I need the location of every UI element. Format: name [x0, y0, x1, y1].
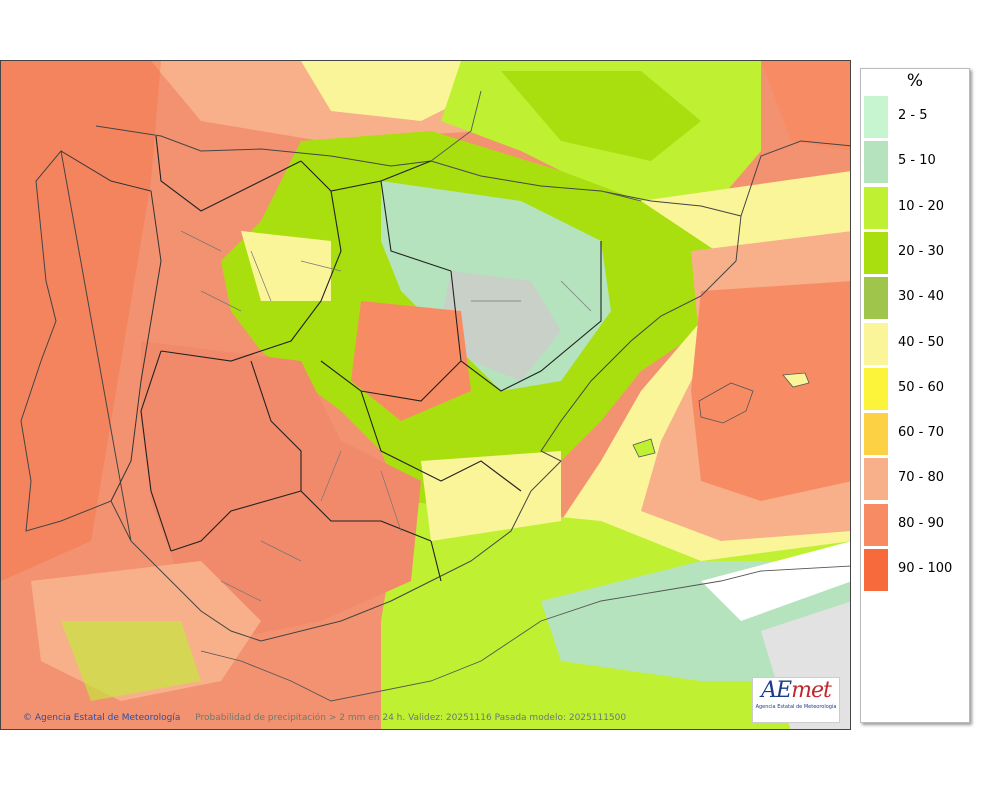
precipitation-probability-map[interactable]: © Agencia Estatal de Meteorología Probab…: [0, 60, 851, 730]
legend-item: 5 - 10: [864, 141, 964, 184]
legend-swatch: [864, 322, 888, 365]
legend-swatch: [864, 141, 888, 184]
map-canvas: [1, 61, 850, 729]
legend-item: 90 - 100: [864, 549, 964, 591]
legend-label: 50 - 60: [898, 379, 945, 395]
agency-credit: Agencia Estatal de Meteorología: [34, 713, 181, 723]
copyright-icon: ©: [23, 713, 32, 723]
legend-item: 40 - 50: [864, 322, 964, 365]
legend-item: 20 - 30: [864, 231, 964, 274]
legend-item: 30 - 40: [864, 277, 964, 320]
legend-unit: %: [906, 71, 924, 91]
legend-label: 70 - 80: [898, 470, 945, 486]
legend-label: 40 - 50: [898, 334, 945, 350]
legend-swatch: [864, 367, 888, 410]
legend-label: 30 - 40: [898, 289, 945, 305]
legend-swatch: [864, 549, 888, 591]
legend-label: 5 - 10: [898, 153, 936, 169]
legend-label: 80 - 90: [898, 515, 945, 531]
legend-item: 50 - 60: [864, 367, 964, 410]
legend-swatch: [864, 413, 888, 456]
legend-label: 10 - 20: [898, 198, 945, 214]
legend-label: 2 - 5: [898, 108, 928, 123]
legend-swatch: [864, 277, 888, 320]
legend-swatch: [864, 458, 888, 501]
product-description: Probabilidad de precipitación > 2 mm en …: [195, 713, 627, 723]
legend-label: 60 - 70: [898, 425, 945, 441]
aemet-logo: AEmet Agencia Estatal de Meteorología: [752, 677, 840, 723]
legend-label: 90 - 100: [898, 561, 953, 576]
legend: % 2 - 5 5 - 10 10 - 20 20 - 30 30 - 40 40 - 5…: [860, 68, 970, 723]
legend-swatch: [864, 503, 888, 546]
legend-label: 20 - 30: [898, 243, 945, 259]
legend-swatch: [864, 186, 888, 229]
legend-item: 2 - 5: [864, 96, 964, 138]
map-footer: © Agencia Estatal de Meteorología Probab…: [23, 713, 626, 723]
legend-item: 10 - 20: [864, 186, 964, 229]
legend-swatch: [864, 96, 888, 138]
legend-swatch: [864, 231, 888, 274]
legend-item: 60 - 70: [864, 413, 964, 456]
legend-item: 80 - 90: [864, 503, 964, 546]
legend-item: 70 - 80: [864, 458, 964, 501]
